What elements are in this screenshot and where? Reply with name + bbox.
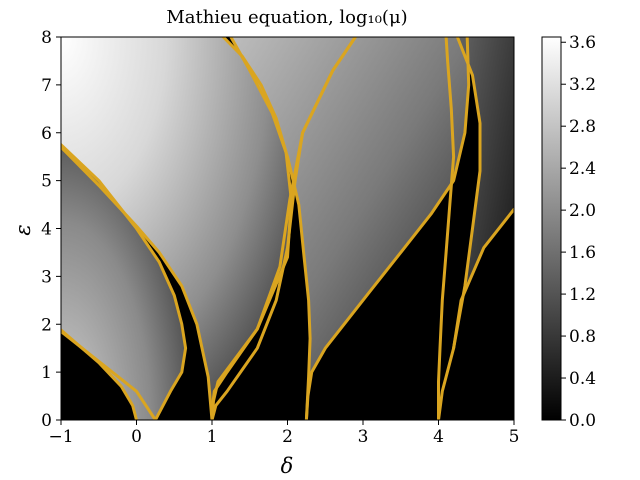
contour-boundary-a2-right bbox=[304, 37, 471, 420]
contour-boundary-b4-left bbox=[452, 37, 482, 350]
heatmap-region-top-left bbox=[61, 37, 292, 420]
y-tick-label: 6 bbox=[41, 124, 52, 144]
chart-title: Mathieu equation, log₁₀(μ) bbox=[166, 7, 407, 28]
x-tick-label: 0 bbox=[131, 427, 142, 447]
x-tick-label: 4 bbox=[433, 427, 444, 447]
contour-boundary-a1-left bbox=[61, 145, 214, 420]
x-tick-label: −1 bbox=[48, 427, 73, 447]
colorbar-tick-label: 0.8 bbox=[569, 327, 596, 347]
x-axis-ticks: −1 0 1 2 3 4 5 bbox=[48, 420, 519, 447]
x-tick-label: 3 bbox=[358, 427, 369, 447]
y-tick-label: 8 bbox=[41, 28, 52, 48]
colorbar-tick-label: 3.6 bbox=[569, 33, 596, 53]
heatmap-region-center bbox=[230, 37, 469, 420]
heatmap-region-right bbox=[453, 37, 514, 349]
contour-boundary-a0-right bbox=[61, 329, 157, 420]
y-tick-label: 7 bbox=[41, 76, 52, 96]
colorbar-tick-label: 2.8 bbox=[569, 117, 596, 137]
y-tick-label: 5 bbox=[41, 172, 52, 192]
y-axis-ticks: 0 1 2 3 4 5 6 7 8 bbox=[41, 28, 61, 431]
y-tick-label: 0 bbox=[41, 411, 52, 431]
colorbar bbox=[541, 36, 562, 421]
contour-boundary-a3-left bbox=[437, 37, 456, 420]
x-tick-label: 1 bbox=[207, 427, 218, 447]
colorbar-tick-label: 0.0 bbox=[569, 411, 596, 431]
y-tick-label: 3 bbox=[41, 267, 52, 287]
x-tick-label: 2 bbox=[282, 427, 293, 447]
stability-contours bbox=[61, 37, 514, 420]
contour-boundary-b3-left bbox=[229, 37, 312, 420]
y-tick-label: 1 bbox=[41, 363, 52, 383]
y-tick-label: 2 bbox=[41, 315, 52, 335]
colorbar-tick-label: 2.4 bbox=[569, 159, 596, 179]
contour-boundary-a2-left bbox=[210, 37, 293, 420]
colorbar-tick-label: 3.2 bbox=[569, 75, 596, 95]
heatmap-region-lower-left bbox=[61, 144, 186, 420]
y-axis-label: ε bbox=[11, 224, 35, 235]
heatmap-plot-area bbox=[61, 37, 514, 420]
x-tick-label: 5 bbox=[509, 427, 520, 447]
x-axis-label: δ bbox=[281, 454, 294, 478]
colorbar-tick-label: 1.6 bbox=[569, 243, 596, 263]
colorbar-tick-label: 1.2 bbox=[569, 285, 596, 305]
colorbar-tick-label: 2.0 bbox=[569, 201, 596, 221]
colorbar-ticks: 0.0 0.4 0.8 1.2 1.6 2.0 2.4 2.8 3.2 3.6 bbox=[561, 33, 596, 431]
y-tick-label: 4 bbox=[41, 220, 52, 240]
colorbar-tick-label: 0.4 bbox=[569, 369, 596, 389]
